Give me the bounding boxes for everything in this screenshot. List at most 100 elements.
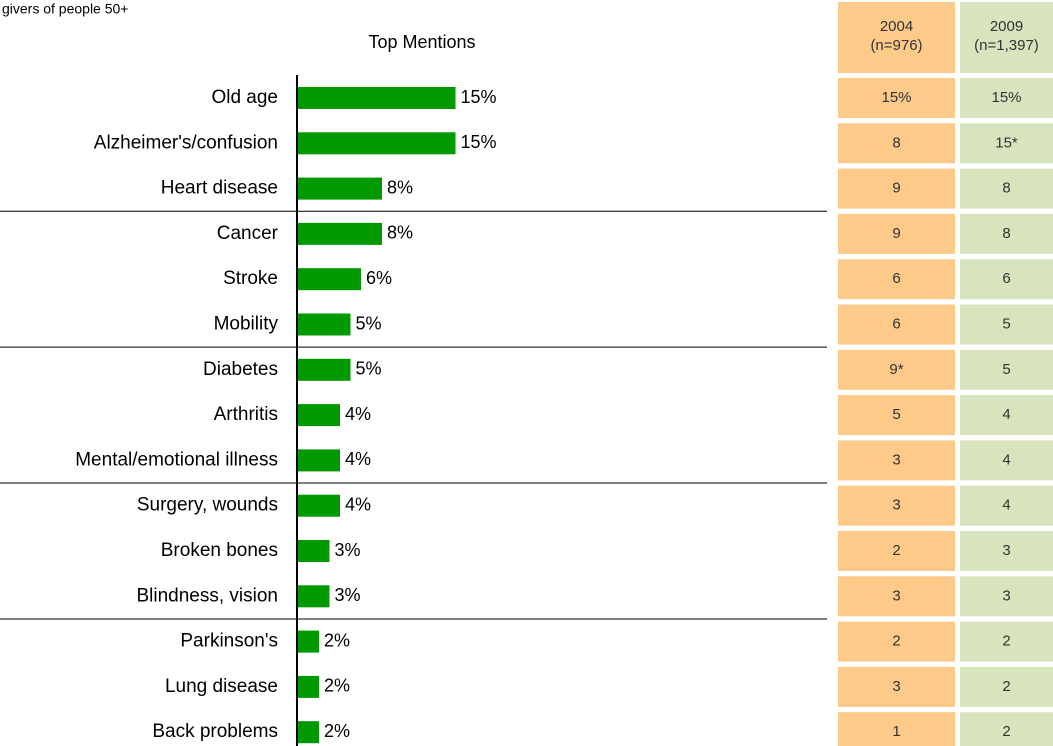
chart-title: Top Mentions (368, 32, 475, 52)
table-cell (838, 576, 955, 617)
category-label: Parkinson's (180, 631, 278, 652)
column-header: 2009 (990, 18, 1023, 35)
category-label: Arthritis (214, 404, 278, 425)
table-cell (960, 304, 1053, 345)
cell-text: 6 (892, 270, 900, 287)
category-label: Old age (211, 87, 278, 108)
value-label: 15% (461, 87, 497, 107)
cell-text: 3 (892, 678, 900, 695)
cell-text: 2 (1002, 678, 1010, 695)
column-header: (n=1,397) (974, 37, 1039, 54)
category-label: Lung disease (165, 676, 278, 697)
cell-text: 4 (1002, 451, 1010, 468)
cell-text: 9 (892, 225, 900, 242)
table-cell (838, 213, 955, 254)
value-label: 8% (387, 223, 413, 243)
bar (298, 721, 319, 744)
table-cell (960, 576, 1053, 617)
bar (298, 268, 361, 291)
value-label: 5% (356, 359, 382, 379)
table-cell (838, 304, 955, 345)
category-label: Stroke (223, 268, 278, 289)
cell-text: 15* (995, 134, 1018, 151)
value-label: 15% (461, 132, 497, 152)
category-label: Mobility (214, 314, 279, 335)
value-label: 2% (324, 630, 350, 650)
table-cell (960, 666, 1053, 707)
table-cell (960, 259, 1053, 300)
table-cell (838, 666, 955, 707)
chart-subtitle: givers of people 50+ (2, 1, 128, 17)
cell-text: 3 (892, 451, 900, 468)
header-cell (960, 2, 1053, 73)
value-label: 4% (345, 449, 371, 469)
table-cell (838, 123, 955, 164)
bar (298, 585, 330, 608)
category-label: Broken bones (161, 540, 278, 561)
bar (298, 404, 340, 427)
table-cell (960, 440, 1053, 481)
table-cell (960, 712, 1053, 746)
bar (298, 87, 456, 109)
value-label: 8% (387, 177, 413, 197)
table-cell (838, 485, 955, 526)
bar (298, 313, 351, 336)
table-cell (838, 712, 955, 746)
table-cell (960, 531, 1053, 571)
bar (298, 222, 382, 245)
bar (298, 675, 319, 698)
value-label: 2% (324, 721, 350, 741)
cell-text: 15% (881, 89, 911, 106)
table-cell (838, 259, 955, 300)
category-label: Blindness, vision (136, 585, 278, 606)
bar (298, 630, 319, 653)
table-cell (960, 168, 1053, 209)
cell-text: 8 (1002, 180, 1010, 197)
cell-text: 2 (892, 633, 900, 650)
bar (298, 358, 351, 381)
bar (298, 132, 456, 155)
category-label: Back problems (152, 721, 278, 742)
table-cell (838, 621, 955, 662)
table-cell (960, 349, 1053, 390)
cell-text: 6 (1002, 270, 1010, 287)
table-cell (838, 440, 955, 481)
cell-text: 6 (892, 315, 900, 332)
table-cell (960, 213, 1053, 254)
cell-text: 2 (1002, 723, 1010, 740)
table-cell (838, 168, 955, 209)
cell-text: 4 (1002, 497, 1010, 514)
bar (298, 449, 340, 472)
category-label: Heart disease (161, 178, 278, 199)
table-cell (838, 349, 955, 390)
category-label: Cancer (217, 223, 279, 244)
category-label: Surgery, wounds (137, 495, 278, 516)
bar (298, 177, 382, 200)
table-cell (838, 531, 955, 571)
category-label: Alzheimer's/confusion (94, 132, 278, 153)
table-cell (960, 395, 1053, 436)
cell-text: 5 (892, 406, 900, 423)
category-label: Diabetes (203, 359, 278, 380)
cell-text: 9 (892, 180, 900, 197)
value-label: 3% (335, 540, 361, 560)
value-label: 4% (345, 494, 371, 514)
cell-text: 3 (892, 497, 900, 514)
cell-text: 8 (892, 134, 900, 151)
column-header: (n=976) (870, 37, 922, 54)
value-label: 3% (335, 585, 361, 605)
cell-text: 3 (1002, 542, 1010, 559)
cell-text: 15% (991, 89, 1021, 106)
value-label: 5% (356, 313, 382, 333)
table-cell (838, 395, 955, 436)
header-cell (838, 2, 955, 73)
bar (298, 494, 340, 517)
table-cell (838, 78, 955, 118)
cell-text: 5 (1002, 315, 1010, 332)
column-header: 2004 (880, 18, 913, 35)
table-cell (960, 78, 1053, 118)
cell-text: 3 (1002, 587, 1010, 604)
cell-text: 2 (1002, 633, 1010, 650)
cell-text: 2 (892, 542, 900, 559)
